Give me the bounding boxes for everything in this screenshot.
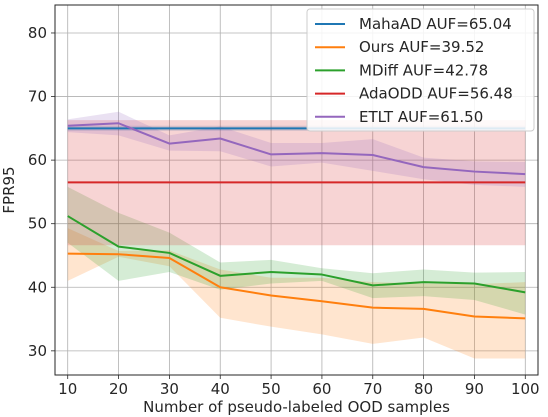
y-tick-label: 80 (28, 24, 47, 42)
x-tick-label: 30 (160, 380, 179, 398)
legend-label: MDiff AUF=42.78 (359, 61, 488, 79)
y-tick-label: 60 (28, 151, 47, 169)
y-tick-label: 50 (28, 215, 47, 233)
band-etlt (67, 111, 526, 187)
legend-label: ETLT AUF=61.50 (359, 108, 483, 126)
x-tick-label: 80 (414, 380, 433, 398)
series-line-etlt (67, 122, 526, 176)
y-tick-label: 40 (28, 278, 47, 296)
x-tick-label: 60 (312, 380, 331, 398)
series-line-mdiff (67, 215, 526, 294)
series-line-ours (67, 252, 526, 320)
y-tick-label: 70 (28, 88, 47, 106)
x-tick-label: 20 (109, 380, 128, 398)
y-axis-ticks: 30 40 50 60 70 80 (28, 24, 55, 360)
series-lines (67, 122, 526, 320)
y-axis-label: FPR95 (0, 166, 18, 213)
legend-label: Ours AUF=39.52 (359, 38, 484, 56)
legend-box (306, 8, 535, 132)
legend-label: AdaODD AUF=56.48 (359, 85, 513, 103)
x-tick-label: 10 (58, 380, 77, 398)
band-ours (67, 228, 526, 359)
legend: MahaAD AUF=65.04 Ours AUF=39.52 MDiff AUF=… (306, 8, 535, 132)
x-axis-ticks: 10 20 30 40 50 60 70 80 90 100 (58, 375, 540, 398)
confidence-bands (67, 111, 526, 359)
x-tick-label: 40 (211, 380, 230, 398)
x-tick-label: 90 (465, 380, 484, 398)
plot-frame (54, 4, 539, 376)
x-tick-label: 100 (511, 380, 540, 398)
legend-label: MahaAD AUF=65.04 (359, 15, 512, 33)
x-tick-label: 70 (363, 380, 382, 398)
x-tick-label: 50 (262, 380, 281, 398)
x-axis-label: Number of pseudo-labeled OOD samples (143, 398, 450, 416)
y-tick-label: 30 (28, 342, 47, 360)
